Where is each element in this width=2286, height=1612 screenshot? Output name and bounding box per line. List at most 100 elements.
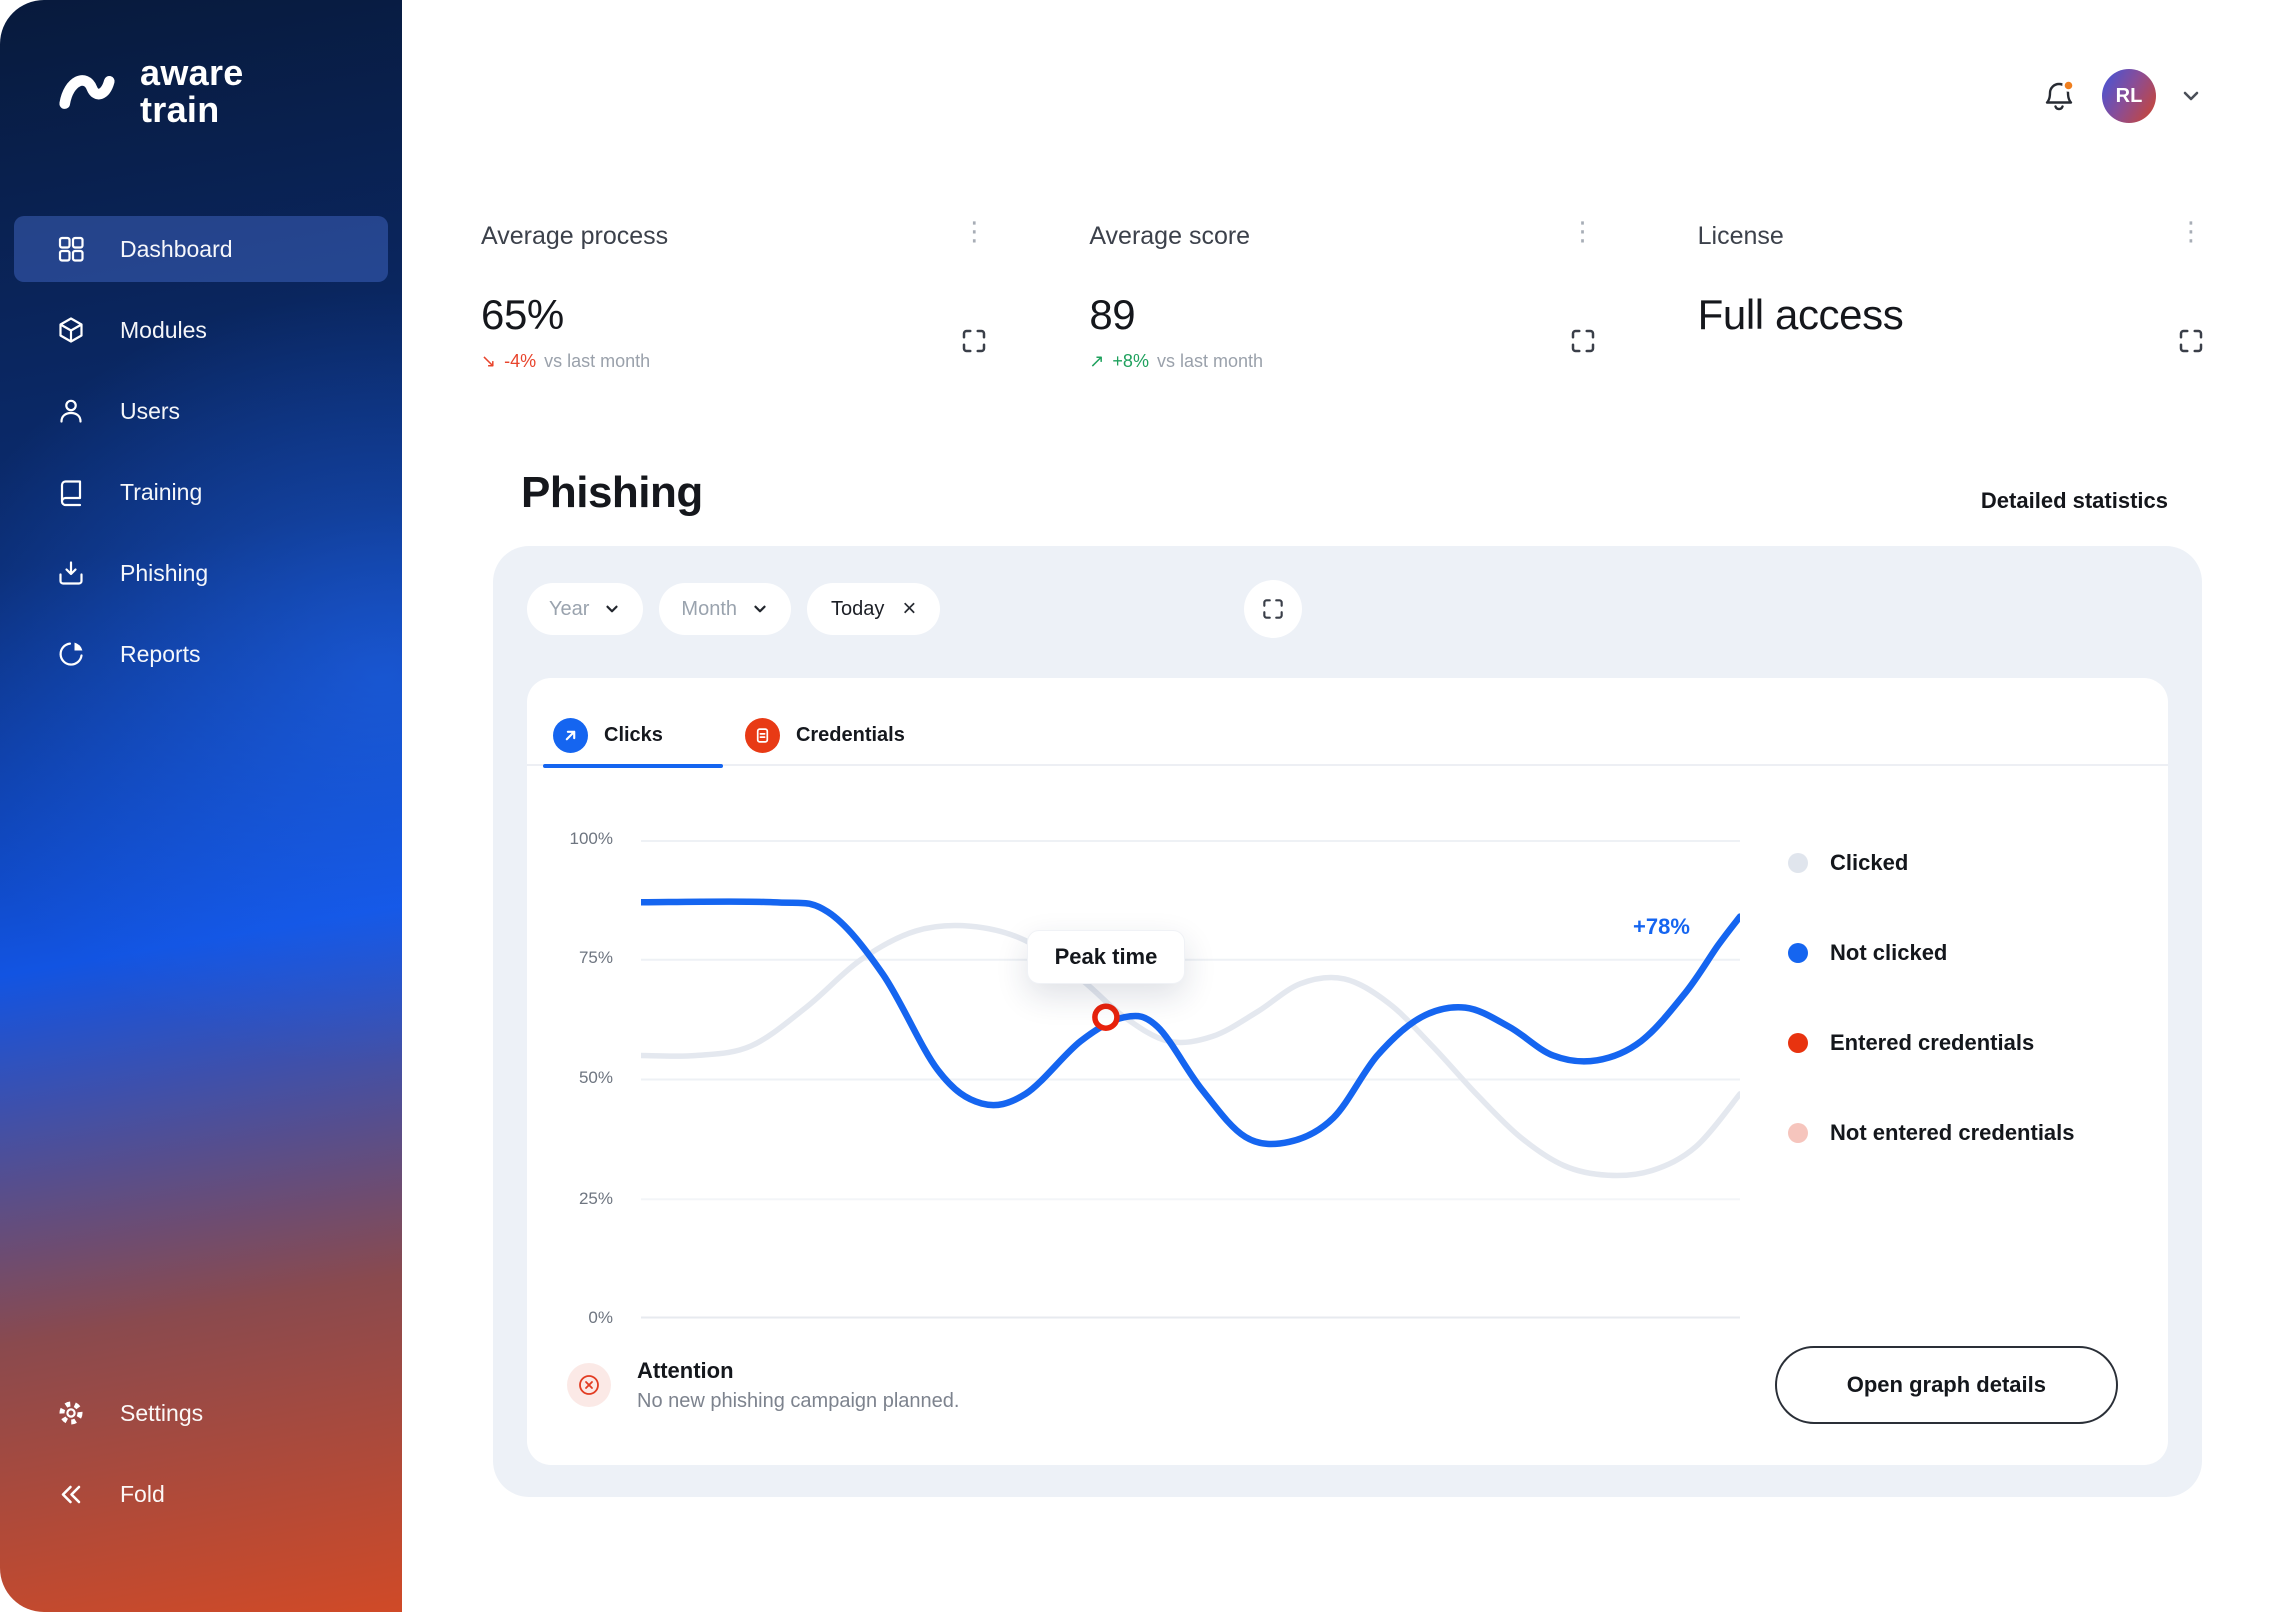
legend-dot: [1788, 1123, 1808, 1143]
peak-time-tooltip: Peak time: [1027, 930, 1185, 984]
filter-bar: Year Month Today ×: [527, 580, 2168, 638]
chevron-down-icon: [606, 605, 619, 613]
legend-item-entered-credentials[interactable]: Entered credentials: [1788, 1030, 2075, 1056]
legend-item-not-entered-credentials[interactable]: Not entered credentials: [1788, 1120, 2075, 1146]
stat-value: Full access: [1697, 291, 1904, 338]
legend-dot: [1788, 1033, 1808, 1053]
expand-icon: [1263, 599, 1284, 619]
gear-icon: [56, 1398, 86, 1428]
legend-label: Not clicked: [1830, 940, 1948, 965]
expand-icon[interactable]: [959, 326, 989, 356]
tab-credentials[interactable]: Credentials: [744, 704, 929, 766]
chevron-down-icon: [754, 605, 766, 613]
stat-title: Average process: [481, 222, 669, 250]
sidebar-item-label: Training: [120, 478, 203, 505]
double-chevron-left-icon: [56, 1479, 86, 1509]
sidebar-nav: Dashboard Modules Users: [0, 216, 402, 687]
sidebar-item-label: Modules: [120, 316, 207, 343]
sidebar-item-label: Dashboard: [120, 235, 233, 262]
notifications-bell-icon[interactable]: [2040, 77, 2078, 115]
brand-name: aware train: [140, 52, 244, 130]
sidebar-item-users[interactable]: Users: [14, 378, 388, 444]
stat-trend: ↗ +8% vs last month: [1089, 351, 1549, 372]
sidebar-item-label: Fold: [120, 1480, 165, 1507]
tab-clicks[interactable]: Clicks: [543, 704, 723, 768]
open-graph-details-button[interactable]: Open graph details: [1774, 1346, 2118, 1424]
stat-card-average-score: Average score ⋮ 89 ↗ +8% vs last month: [1089, 218, 1595, 372]
account-chevron-down-icon[interactable]: [2180, 85, 2202, 107]
cube-icon: [56, 315, 86, 345]
stat-value: 89: [1089, 291, 1136, 338]
kebab-menu-icon[interactable]: ⋮: [1569, 216, 1596, 246]
y-axis-tick: 0%: [588, 1308, 613, 1327]
trend-down-icon: ↘: [481, 351, 497, 371]
expand-icon[interactable]: [2176, 326, 2206, 356]
inbox-arrow-icon: [56, 558, 86, 588]
today-filter-label: Today: [831, 597, 885, 620]
sidebar-item-settings[interactable]: Settings: [14, 1380, 388, 1446]
chart-card: Clicks Credentials 100%: [527, 678, 2168, 1465]
legend-item-clicked[interactable]: Clicked: [1788, 850, 2075, 876]
tab-label: Credentials: [795, 723, 905, 746]
kebab-menu-icon[interactable]: ⋮: [2177, 216, 2204, 246]
y-axis-tick: 25%: [578, 1189, 613, 1208]
chart-expand-button[interactable]: [1244, 580, 1303, 638]
sidebar-item-phishing[interactable]: Phishing: [14, 540, 388, 606]
stat-title: Average score: [1089, 222, 1251, 250]
chart-footer: Attention No new phishing campaign plann…: [567, 1346, 2118, 1424]
sidebar-item-dashboard[interactable]: Dashboard: [14, 216, 388, 282]
page-title: Phishing: [521, 468, 703, 517]
main-content: RL Average process ⋮ 65% ↘ -4% vs last m…: [402, 0, 2286, 1497]
sidebar-item-modules[interactable]: Modules: [14, 297, 388, 363]
month-filter-dropdown[interactable]: Month: [659, 583, 792, 635]
topbar: RL: [481, 0, 2202, 132]
legend-label: Clicked: [1830, 850, 1909, 875]
phishing-header: Phishing Detailed statistics: [493, 468, 2202, 518]
month-filter-label: Month: [681, 597, 738, 620]
y-axis-tick: 75%: [578, 948, 613, 967]
detailed-statistics-link[interactable]: Detailed statistics: [1980, 488, 2168, 513]
sidebar-item-training[interactable]: Training: [14, 459, 388, 525]
expand-icon[interactable]: [1568, 326, 1598, 356]
sidebar-item-label: Users: [120, 397, 181, 424]
y-axis-tick: 100%: [569, 829, 613, 848]
close-icon[interactable]: ×: [902, 595, 917, 622]
credentials-document-icon: [744, 717, 780, 753]
trend-up-icon: ↗: [1089, 351, 1105, 371]
sidebar-item-label: Phishing: [120, 559, 209, 586]
stat-card-license: License ⋮ Full access: [1697, 218, 2204, 372]
legend-dot: [1788, 943, 1808, 963]
sidebar-footer: Settings Fold: [0, 1380, 402, 1542]
attention-texts: Attention No new phishing campaign plann…: [637, 1358, 959, 1413]
legend-dot: [1788, 853, 1808, 873]
pie-chart-icon: [56, 639, 86, 669]
sidebar-item-fold[interactable]: Fold: [14, 1461, 388, 1527]
legend-item-not-clicked[interactable]: Not clicked: [1788, 940, 2075, 966]
stat-trend: ↘ -4% vs last month: [481, 351, 941, 372]
kebab-menu-icon[interactable]: ⋮: [961, 216, 988, 246]
avatar[interactable]: RL: [2102, 69, 2156, 123]
sidebar-item-label: Settings: [120, 1399, 204, 1426]
stat-value: 65%: [481, 291, 564, 338]
sidebar-item-reports[interactable]: Reports: [14, 621, 388, 687]
tab-label: Clicks: [604, 723, 663, 746]
attention-title: Attention: [637, 1357, 734, 1383]
phishing-chart-svg: [641, 840, 1740, 1319]
legend-label: Not entered credentials: [1830, 1120, 2075, 1145]
brand-swoosh-icon: [59, 75, 115, 109]
legend-label: Entered credentials: [1830, 1030, 2035, 1055]
sidebar-item-label: Reports: [120, 640, 201, 667]
trend-value: +8%: [1112, 351, 1149, 371]
today-filter-chip[interactable]: Today ×: [807, 583, 941, 635]
trend-suffix: vs last month: [544, 351, 651, 371]
chart-legend: Clicked Not clicked Entered credentials: [1788, 850, 2075, 1146]
stat-card-average-process: Average process ⋮ 65% ↘ -4% vs last mont…: [481, 218, 987, 372]
year-filter-label: Year: [549, 597, 590, 620]
year-filter-dropdown[interactable]: Year: [527, 583, 644, 635]
end-value-label: +78%: [1633, 914, 1690, 939]
sidebar: aware train Dashboard: [0, 0, 402, 1612]
phishing-panel: Year Month Today ×: [493, 546, 2202, 1497]
attention-message: No new phishing campaign planned.: [637, 1389, 960, 1412]
peak-marker: [1092, 1003, 1120, 1031]
